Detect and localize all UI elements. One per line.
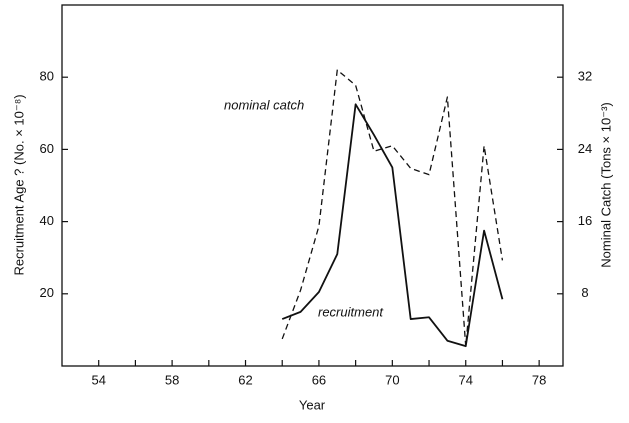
annotation: nominal catch [224, 97, 304, 112]
plot-frame [61, 4, 564, 367]
y2-tick-label: 24 [578, 141, 592, 156]
x-tick-label: 62 [238, 372, 252, 387]
x-tick-label: 74 [459, 372, 473, 387]
x-tick-label: 58 [165, 372, 179, 387]
y2-tick-label: 8 [581, 285, 588, 300]
series-line [281, 69, 504, 347]
x-tick-label: 70 [385, 372, 399, 387]
y2-axis-label: Nominal Catch (Tons × 10⁻³) [598, 102, 613, 267]
annotation: recruitment [318, 304, 384, 319]
y-tick-label: 20 [40, 285, 54, 300]
y2-tick-label: 32 [578, 69, 592, 84]
x-tick-label: 66 [312, 372, 326, 387]
x-tick-label: 54 [91, 372, 105, 387]
y-tick-label: 80 [40, 69, 54, 84]
y-tick-label: 40 [40, 213, 54, 228]
y-axis-label: Recruitment Age ? (No. × 10⁻⁸) [11, 94, 26, 275]
x-axis-label: Year [299, 397, 326, 412]
x-tick-label: 78 [532, 372, 546, 387]
y-tick-label: 60 [40, 141, 54, 156]
y2-tick-label: 16 [578, 213, 592, 228]
